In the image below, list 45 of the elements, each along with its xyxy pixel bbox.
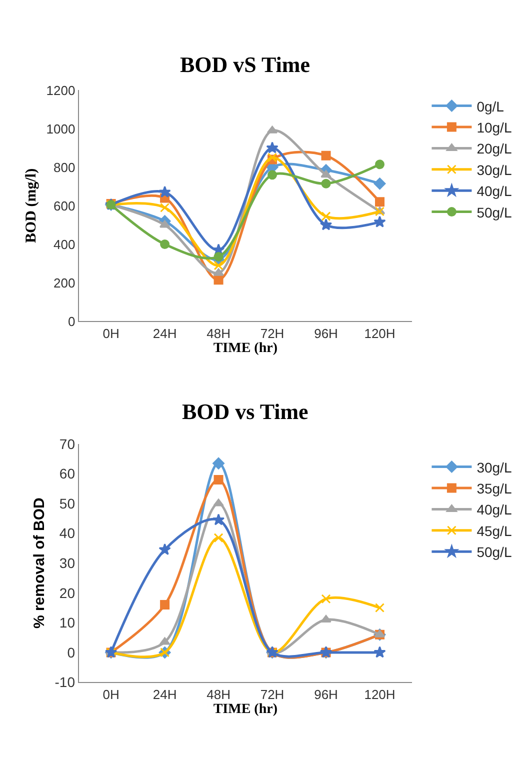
y-tick-label: 800 xyxy=(53,160,76,175)
y-tick-label: 0 xyxy=(67,644,76,660)
x-axis-title: TIME (hr) xyxy=(213,341,278,356)
y-tick-label: 30 xyxy=(59,555,76,572)
legend-label: 40g/L xyxy=(476,183,512,200)
chart-title: BOD vs Time xyxy=(182,399,309,424)
y-tick-label: 50 xyxy=(59,495,76,512)
y-tick-label: -10 xyxy=(54,674,76,690)
x-tick-label: 48H xyxy=(206,686,230,702)
y-tick-label: 1200 xyxy=(46,82,76,98)
y-tick-label: 70 xyxy=(59,436,76,452)
x-tick-label: 0H xyxy=(102,686,120,702)
y-axis-title: % removal of BOD xyxy=(31,498,48,629)
x-tick-label: 72H xyxy=(260,686,284,702)
x-tick-label: 24H xyxy=(152,326,177,341)
legend-label: 10g/L xyxy=(476,119,512,136)
x-tick-label: 96H xyxy=(314,326,338,341)
y-tick-label: 0 xyxy=(68,314,76,329)
y-tick-label: 1000 xyxy=(46,121,76,136)
legend-label: 30g/L xyxy=(476,162,512,178)
x-tick-label: 120H xyxy=(364,326,396,341)
legend-label: 35g/L xyxy=(476,480,512,496)
x-tick-label: 72H xyxy=(260,326,284,341)
legend-label: 30g/L xyxy=(476,459,512,476)
y-tick-label: 200 xyxy=(53,275,76,290)
y-tick-label: 40 xyxy=(59,525,76,542)
x-tick-label: 120H xyxy=(364,686,396,702)
x-tick-label: 96H xyxy=(314,686,338,702)
legend-label: 45g/L xyxy=(476,522,512,539)
legend-label: 0g/L xyxy=(476,98,504,114)
x-tick-label: 24H xyxy=(152,686,177,702)
legend-label: 50g/L xyxy=(476,544,512,560)
y-tick-label: 600 xyxy=(53,198,76,214)
legend-label: 40g/L xyxy=(476,502,512,518)
y-tick-label: 60 xyxy=(59,466,76,482)
y-tick-label: 400 xyxy=(53,236,76,252)
x-tick-label: 48H xyxy=(206,326,230,341)
legend-label: 20g/L xyxy=(476,140,512,157)
x-axis-title: TIME (hr) xyxy=(213,702,278,718)
y-axis-title: BOD (mg/l) xyxy=(24,168,40,244)
legend-label: 50g/L xyxy=(476,204,512,220)
y-tick-label: 10 xyxy=(59,614,76,631)
x-tick-label: 0H xyxy=(102,326,120,341)
y-tick-label: 20 xyxy=(59,584,76,601)
chart-title: BOD vS Time xyxy=(180,52,310,77)
